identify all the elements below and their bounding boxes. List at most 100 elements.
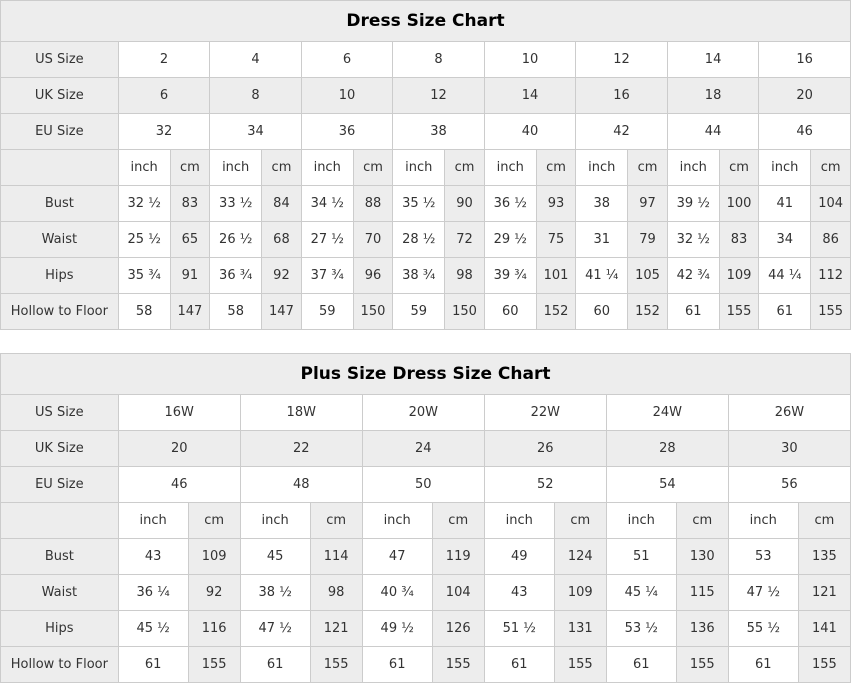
row-label: EU Size [0, 113, 119, 150]
measurement-cell-inch: 51 [605, 538, 677, 575]
row-label: Hips [0, 257, 119, 294]
unit-inch-header: inch [605, 502, 677, 539]
size-cell: 10 [483, 41, 577, 78]
measurement-cell-cm: 155 [187, 646, 241, 683]
unit-corner-cell [0, 502, 119, 539]
measurement-cell-inch: 49 [483, 538, 555, 575]
measurement-cell-inch: 49 ½ [361, 610, 433, 647]
measurement-cell-cm: 70 [352, 221, 394, 258]
measurement-cell-inch: 35 ½ [392, 185, 446, 222]
measurement-cell-cm: 119 [431, 538, 485, 575]
size-chart-table: Plus Size Dress Size Chart US Size 16W 18W 2… [0, 353, 851, 683]
measurement-cell-inch: 37 ¾ [300, 257, 354, 294]
measurement-cell-cm: 68 [261, 221, 302, 258]
measurement-cell-inch: 33 ½ [209, 185, 263, 222]
measurement-cell-cm: 155 [675, 646, 729, 683]
measurement-cell-inch: 28 ½ [392, 221, 446, 258]
measurement-cell-inch: 53 ½ [605, 610, 677, 647]
unit-cm-header: cm [553, 502, 607, 539]
size-row: US Size 2 4 6 8 10 12 14 16 [0, 41, 851, 78]
measurement-cell-inch: 26 ½ [209, 221, 263, 258]
measurement-cell-cm: 101 [535, 257, 577, 294]
size-cell: 16 [758, 41, 851, 78]
size-cell: 20 [117, 430, 241, 467]
row-label: UK Size [0, 77, 119, 114]
measurement-cell-inch: 45 [239, 538, 311, 575]
unit-cm-header: cm [261, 149, 302, 186]
measurement-cell-cm: 135 [797, 538, 851, 575]
unit-inch-header: inch [361, 502, 433, 539]
size-cell: 8 [392, 41, 485, 78]
row-label: Waist [0, 574, 119, 611]
measurement-cell-cm: 93 [535, 185, 577, 222]
size-cell: 20 [758, 77, 851, 114]
size-cell: 18 [666, 77, 760, 114]
size-cell: 38 [392, 113, 485, 150]
size-cell: 34 [209, 113, 302, 150]
measurement-cell-inch: 44 ¼ [758, 257, 812, 294]
row-label: US Size [0, 41, 119, 78]
row-label: Waist [0, 221, 119, 258]
unit-inch-header: inch [483, 502, 555, 539]
measurement-cell-cm: 97 [627, 185, 668, 222]
measurement-cell-cm: 112 [810, 257, 851, 294]
measurement-cell-inch: 58 [209, 293, 263, 330]
measurement-cell-inch: 61 [239, 646, 311, 683]
size-row: UK Size 20 22 24 26 28 30 [0, 430, 851, 467]
measurement-cell-cm: 84 [261, 185, 302, 222]
measurement-cell-cm: 109 [187, 538, 241, 575]
measurement-cell-inch: 43 [117, 538, 189, 575]
measurement-cell-inch: 25 ½ [117, 221, 171, 258]
size-cell: 52 [483, 466, 607, 503]
measurement-cell-inch: 60 [575, 293, 629, 330]
measurement-row: Hollow to Floor 58 147 58 147 59 150 59 150 60 152… [0, 293, 851, 330]
size-cell: 20W [361, 394, 485, 431]
measurement-cell-cm: 96 [352, 257, 394, 294]
measurement-cell-cm: 147 [261, 293, 302, 330]
unit-cm-header: cm [535, 149, 577, 186]
measurement-cell-inch: 40 ¾ [361, 574, 433, 611]
unit-cm-header: cm [187, 502, 241, 539]
measurement-cell-cm: 155 [553, 646, 607, 683]
size-cell: 46 [117, 466, 241, 503]
measurement-cell-inch: 61 [727, 646, 799, 683]
unit-inch-header: inch [727, 502, 799, 539]
unit-cm-header: cm [627, 149, 668, 186]
unit-inch-header: inch [483, 149, 537, 186]
measurement-cell-inch: 61 [666, 293, 720, 330]
measurement-cell-inch: 41 [758, 185, 812, 222]
measurement-cell-cm: 130 [675, 538, 729, 575]
measurement-cell-inch: 61 [605, 646, 677, 683]
measurement-cell-cm: 90 [444, 185, 485, 222]
measurement-cell-inch: 34 [758, 221, 812, 258]
measurement-cell-cm: 131 [553, 610, 607, 647]
size-cell: 26 [483, 430, 607, 467]
measurement-cell-cm: 150 [352, 293, 394, 330]
measurement-cell-cm: 83 [718, 221, 760, 258]
size-cell: 12 [575, 41, 668, 78]
unit-cm-header: cm [797, 502, 851, 539]
measurement-cell-cm: 98 [444, 257, 485, 294]
size-cell: 12 [392, 77, 485, 114]
measurement-cell-inch: 47 ½ [727, 574, 799, 611]
unit-cm-header: cm [352, 149, 394, 186]
row-label: US Size [0, 394, 119, 431]
row-label: Hips [0, 610, 119, 647]
measurement-cell-inch: 38 ½ [239, 574, 311, 611]
size-cell: 40 [483, 113, 577, 150]
measurement-cell-cm: 65 [169, 221, 211, 258]
unit-header-row: inch cm inch cm inch cm inch cm inch cm inch cm [0, 502, 851, 539]
measurement-cell-cm: 75 [535, 221, 577, 258]
measurement-cell-inch: 32 ½ [117, 185, 171, 222]
measurement-cell-inch: 61 [483, 646, 555, 683]
unit-inch-header: inch [239, 502, 311, 539]
measurement-cell-inch: 39 ½ [666, 185, 720, 222]
measurement-cell-cm: 88 [352, 185, 394, 222]
size-row: US Size 16W 18W 20W 22W 24W 26W [0, 394, 851, 431]
size-cell: 26W [727, 394, 851, 431]
size-cell: 56 [727, 466, 851, 503]
unit-inch-header: inch [209, 149, 263, 186]
measurement-cell-inch: 32 ½ [666, 221, 720, 258]
measurement-cell-cm: 86 [810, 221, 851, 258]
measurement-cell-inch: 29 ½ [483, 221, 537, 258]
